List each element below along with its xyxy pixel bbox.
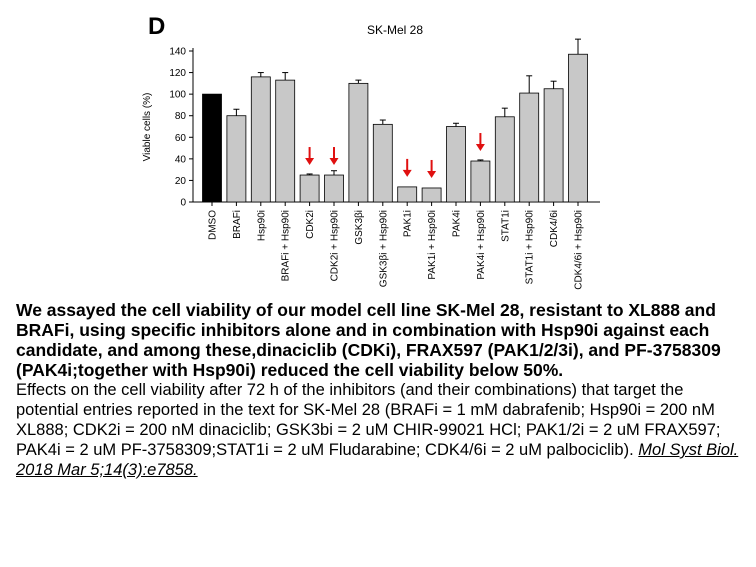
x-tick-label: CDK2i xyxy=(305,210,316,239)
y-tick-label: 80 xyxy=(175,111,187,122)
arrow-head xyxy=(329,158,339,166)
bar xyxy=(250,76,271,203)
citation-link[interactable]: Mol Syst Biol. 2018 Mar 5;14(3):e7858. xyxy=(16,441,739,479)
down-arrow-icon xyxy=(427,159,437,178)
x-tick-label: GSK3βi xyxy=(354,210,365,245)
bar xyxy=(568,53,588,203)
bar xyxy=(299,174,320,203)
caption-description: Effects on the cell viability after 72 h… xyxy=(16,381,721,459)
x-tick-label: PAK4i + Hsp90i xyxy=(476,210,487,280)
arrow-head xyxy=(475,144,485,152)
bars xyxy=(202,53,588,203)
arrow-head xyxy=(427,170,437,178)
down-arrow-icon xyxy=(402,158,412,177)
y-tick-label: 100 xyxy=(169,90,186,101)
down-arrow-icon xyxy=(305,147,315,166)
down-arrow-icon xyxy=(329,147,339,166)
x-tick-label: CDK4/6i xyxy=(549,210,560,247)
bar xyxy=(421,187,442,203)
chart: D SK-Mel 28 Viable cells (%) 0 20 40 60 80 10… xyxy=(142,13,600,290)
x-tick-label: BRAFi + Hsp90i xyxy=(281,210,292,281)
bar xyxy=(324,174,344,203)
y-tick-label: 60 xyxy=(175,133,187,144)
bar xyxy=(348,82,369,203)
bar xyxy=(470,160,491,203)
x-tick-label: BRAFi xyxy=(232,210,243,239)
caption-body: Effects on the cell viability after 72 h… xyxy=(16,380,746,480)
bar xyxy=(372,123,393,203)
x-tick-label: CDK4/6i + Hsp90i xyxy=(574,210,585,290)
bar xyxy=(446,126,466,203)
x-tick-labels: DMSO BRAFi Hsp90i BRAFi + Hsp90i CDK2i CDK2i … xyxy=(208,210,585,290)
bar xyxy=(226,115,247,203)
bar xyxy=(275,79,296,203)
chart-title: SK-Mel 28 xyxy=(367,23,423,37)
x-tick-label: Hsp90i xyxy=(256,210,267,241)
arrow-head xyxy=(305,158,315,166)
caption: We assayed the cell viability of our mod… xyxy=(16,300,746,480)
x-tick-label: PAK1i + Hsp90i xyxy=(427,210,438,280)
x-tick-label: DMSO xyxy=(208,210,219,240)
x-tick-label: STAT1i + Hsp90i xyxy=(525,210,536,284)
arrows xyxy=(305,133,485,178)
caption-summary: We assayed the cell viability of our mod… xyxy=(16,300,721,380)
bar xyxy=(519,92,540,203)
y-axis-label: Viable cells (%) xyxy=(142,93,153,162)
y-tick-label: 0 xyxy=(180,198,186,209)
error-bars xyxy=(233,38,581,176)
bar xyxy=(202,93,222,203)
x-tick-label: GSK3βi + Hsp90i xyxy=(378,210,389,287)
x-tick-label: PAK1i xyxy=(403,210,414,237)
bar xyxy=(543,88,564,203)
y-tick-label: 120 xyxy=(169,68,186,79)
y-tick-label: 40 xyxy=(175,154,187,165)
bar xyxy=(494,116,515,203)
x-tick-label: PAK4i xyxy=(452,210,463,237)
y-tick-label: 140 xyxy=(169,47,186,58)
down-arrow-icon xyxy=(475,133,485,152)
bar xyxy=(397,186,418,203)
arrow-head xyxy=(402,169,412,177)
panel-label: D xyxy=(148,13,165,40)
x-tick-label: STAT1i xyxy=(500,210,511,242)
x-tick-label: CDK2i + Hsp90i xyxy=(330,210,341,281)
y-tick-label: 20 xyxy=(175,176,187,187)
